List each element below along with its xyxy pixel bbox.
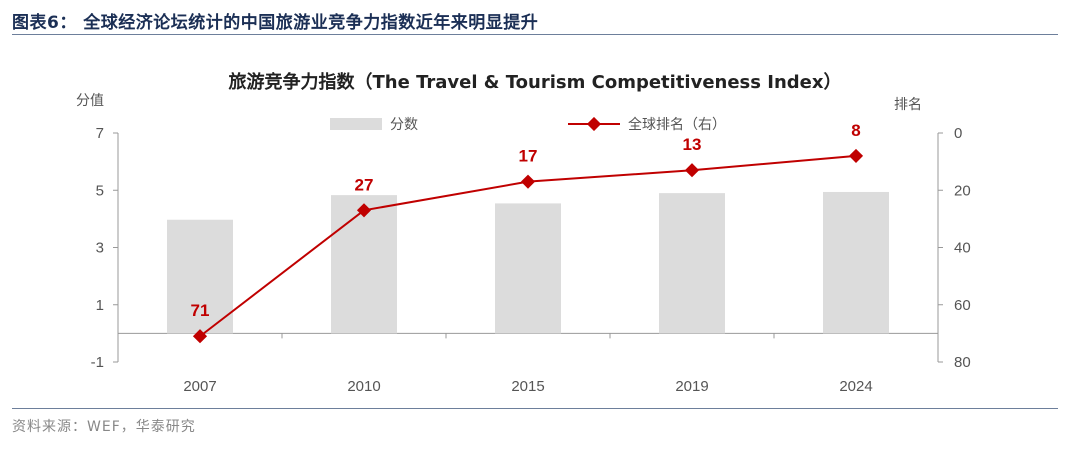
rank-point — [684, 163, 700, 178]
right-tick-label: 40 — [954, 240, 971, 257]
rank-data-label: 8 — [851, 121, 860, 140]
chart-area: 旅游竞争力指数（The Travel & Tourism Competitive… — [12, 36, 1058, 408]
rank-point — [356, 203, 372, 218]
right-tick-label: 60 — [954, 297, 971, 314]
bar-score — [823, 191, 889, 334]
right-tick-label: 80 — [954, 354, 971, 371]
rank-point — [192, 329, 208, 344]
x-tick-label: 2024 — [839, 378, 872, 395]
bar-score — [167, 219, 233, 334]
x-tick-label: 2007 — [183, 378, 216, 395]
right-tick-label: 20 — [954, 182, 971, 199]
source-note: 资料来源：WEF，华泰研究 — [12, 419, 196, 435]
bar-score — [659, 193, 725, 334]
legend-item-line: 全球排名（右） — [566, 114, 726, 134]
rank-data-label: 27 — [355, 175, 374, 194]
legend-item-bar: 分数 — [330, 114, 418, 134]
bar-score — [495, 203, 561, 334]
legend-bar-swatch — [330, 118, 382, 130]
chart-title: 旅游竞争力指数（The Travel & Tourism Competitive… — [228, 72, 842, 93]
x-tick-label: 2015 — [511, 378, 544, 395]
left-axis-label: 分值 — [76, 93, 104, 109]
rank-point — [520, 174, 536, 189]
rank-data-label: 71 — [191, 301, 210, 320]
legend-line-label: 全球排名（右） — [628, 117, 726, 133]
rank-data-label: 17 — [519, 147, 538, 166]
figure-title: 图表6： 全球经济论坛统计的中国旅游业竞争力指数近年来明显提升 — [12, 13, 539, 33]
left-tick-label: 7 — [96, 125, 104, 142]
legend-line-swatch — [568, 117, 620, 131]
legend-bar-label: 分数 — [390, 117, 418, 133]
left-tick-label: 5 — [96, 182, 104, 199]
x-tick-label: 2019 — [675, 378, 708, 395]
rank-point — [848, 148, 864, 163]
left-tick-label: -1 — [91, 354, 104, 371]
rank-data-label: 13 — [683, 135, 702, 154]
right-tick-label: 0 — [954, 125, 962, 142]
bar-score — [331, 195, 397, 334]
right-axis-label: 排名 — [894, 97, 922, 113]
left-tick-label: 1 — [96, 297, 104, 314]
left-tick-label: 3 — [96, 240, 104, 257]
top-divider — [12, 34, 1058, 35]
x-tick-label: 2010 — [347, 378, 380, 395]
bottom-divider — [12, 408, 1058, 409]
